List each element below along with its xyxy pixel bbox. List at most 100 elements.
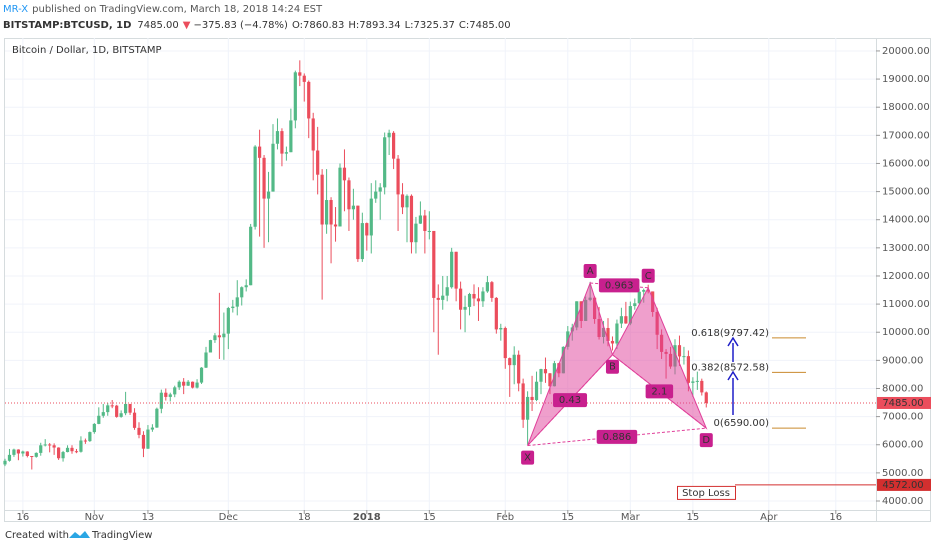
- arrow-head: [727, 336, 739, 347]
- candle-body: [325, 200, 329, 225]
- x-tick-label: 15: [561, 512, 574, 523]
- pattern-label: 0.963: [605, 280, 634, 291]
- footer-created: Created with: [5, 530, 69, 541]
- candle-body: [137, 427, 141, 435]
- candle-body: [392, 132, 396, 159]
- candle-body: [222, 333, 226, 338]
- candle-body: [271, 143, 275, 192]
- y-tick-label: 10000.00: [882, 327, 930, 338]
- candle-body: [347, 180, 351, 210]
- publish-line: MR-X published on TradingView.com, March …: [3, 4, 323, 15]
- candle-body: [316, 150, 320, 175]
- y-tick-label: 14000.00: [882, 215, 930, 226]
- y-tick-label: 20000.00: [882, 46, 930, 57]
- candle-body: [400, 194, 405, 208]
- candle-body: [396, 158, 400, 195]
- candle-body: [436, 297, 440, 300]
- candle-body: [61, 452, 65, 459]
- candle-body: [79, 440, 83, 452]
- pattern-label: A: [587, 266, 594, 277]
- candle-body: [365, 223, 369, 236]
- candle-body: [615, 323, 619, 344]
- pattern-label-box: [645, 384, 674, 399]
- candle-body: [186, 381, 190, 386]
- candle-body: [302, 75, 306, 82]
- published: published on TradingView.com, March 18, …: [32, 4, 323, 15]
- candle-body: [52, 445, 56, 448]
- x-tick-label: 15: [686, 512, 699, 523]
- candle-body: [333, 224, 338, 227]
- candle-body: [128, 403, 132, 413]
- candle-body: [356, 205, 360, 260]
- candle-body: [231, 306, 235, 309]
- candle-body: [293, 72, 297, 121]
- y-tick-label: 16000.00: [882, 158, 930, 169]
- candle-body: [262, 157, 266, 199]
- candle-body: [266, 191, 271, 199]
- candle-body: [503, 328, 507, 359]
- y-tick-label: 17000.00: [882, 130, 930, 141]
- candle-body: [16, 449, 20, 454]
- pattern-label: X: [524, 453, 531, 464]
- candle-body: [7, 454, 12, 461]
- author: MR-X: [3, 4, 28, 15]
- overlay: 0.43 0.963 2.1 0.886 X A B C D 0.618(9797.42) 0.38…: [5, 264, 876, 500]
- x-tick-label: 15: [423, 512, 436, 523]
- candle-body: [88, 432, 92, 442]
- x-tick-label: Mar: [621, 512, 641, 523]
- candle-body: [115, 405, 119, 417]
- candle-body: [208, 340, 213, 353]
- candle-body: [432, 230, 436, 298]
- x-tick-label: Feb: [496, 512, 514, 523]
- candle-body: [159, 392, 163, 409]
- candle-body: [695, 380, 699, 382]
- y-tick-label: 15000.00: [882, 187, 930, 198]
- stop-loss-tag: [877, 478, 931, 491]
- stop-loss-value: 4572.00: [882, 480, 923, 491]
- stop-loss-label: Stop Loss: [682, 488, 730, 499]
- last-price-label: 7485.00: [882, 398, 923, 409]
- candle-body: [704, 392, 708, 403]
- candle-body: [606, 328, 610, 341]
- candle-body: [101, 412, 105, 416]
- symbol-line: BITSTAMP:BTCUSD, 1D 7485.00 ▼ −375.83 (−4.7…: [3, 20, 511, 31]
- grid: [5, 38, 876, 510]
- chart-frame: [4, 38, 931, 522]
- candle-body: [74, 451, 79, 453]
- candle-body: [575, 301, 579, 328]
- y-tick-label: 8000.00: [882, 383, 923, 394]
- x-tick-label: Apr: [760, 512, 778, 523]
- candle-body: [34, 452, 38, 457]
- stop-loss-box: [677, 485, 736, 500]
- candle-body: [374, 191, 378, 199]
- candle-body: [258, 146, 262, 158]
- candle-body: [686, 356, 690, 383]
- y-tick-label: 13000.00: [882, 243, 930, 254]
- footer-brand: TradingView: [91, 530, 152, 541]
- candle-body: [494, 297, 498, 330]
- x-tick-label: Nov: [85, 512, 105, 523]
- candle-body: [275, 131, 280, 144]
- candle-body: [253, 146, 257, 227]
- candle-body: [307, 81, 311, 119]
- y-tick-label: 4000.00: [882, 496, 923, 507]
- candle-body: [155, 408, 159, 428]
- candle-body: [633, 303, 637, 307]
- pattern-label: 0.886: [603, 432, 632, 443]
- candle-body: [106, 405, 110, 413]
- y-tick-label: 19000.00: [882, 74, 930, 85]
- candle-body: [249, 226, 253, 286]
- candle-body: [476, 298, 481, 302]
- candle-body: [25, 451, 29, 456]
- candle-body: [177, 381, 181, 388]
- candle-body: [530, 396, 534, 401]
- candle-body: [289, 120, 293, 153]
- candle-body: [441, 295, 445, 300]
- candle-body: [610, 340, 615, 344]
- chart-title: Bitcoin / Dollar, 1D, BITSTAMP: [12, 45, 162, 56]
- candle-body: [226, 308, 230, 334]
- candle-body: [543, 369, 548, 374]
- candle-body: [329, 200, 333, 225]
- candle-body: [320, 174, 324, 225]
- level-label: 0.618(9797.42): [691, 328, 769, 339]
